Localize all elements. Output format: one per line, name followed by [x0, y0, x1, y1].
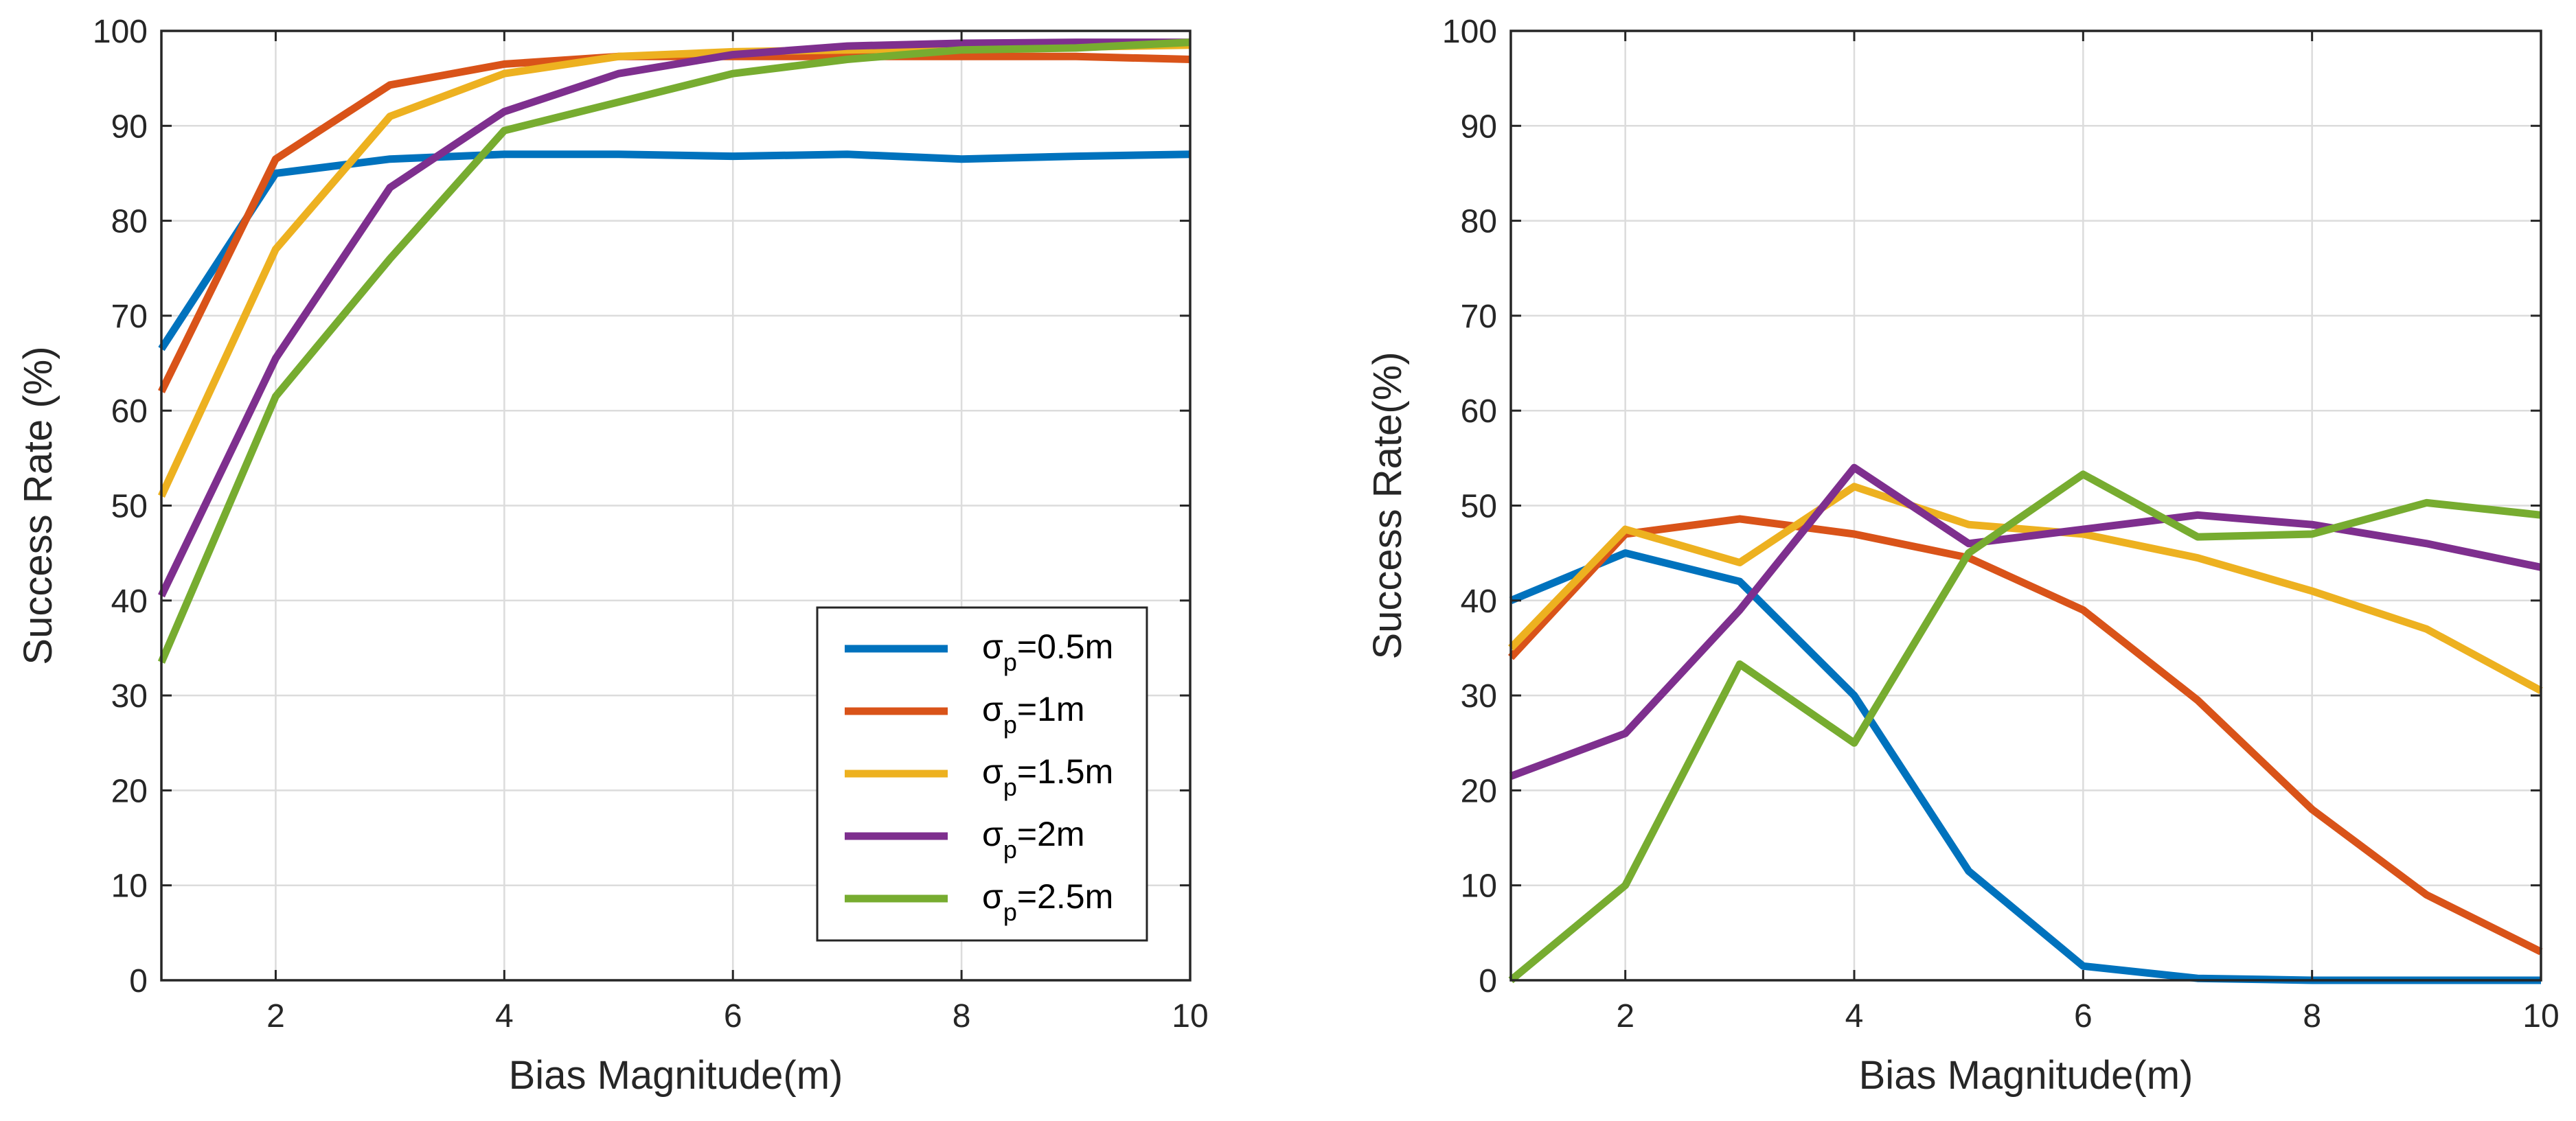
right-series-line-1 — [1507, 515, 2543, 956]
left-ytick-label-0: 0 — [129, 963, 148, 999]
right-x-axis-label: Bias Magnitude(m) — [1859, 1053, 2193, 1098]
left-series-line-4 — [157, 38, 1191, 664]
right-xtick-label-3: 8 — [2303, 998, 2321, 1035]
left-ytick-label-3: 30 — [111, 678, 148, 715]
right-xtick-label-2: 6 — [2074, 998, 2093, 1035]
left-ytick-label-8: 80 — [111, 204, 148, 240]
right-ytick-label-2: 20 — [1461, 773, 1497, 809]
right-y-axis-label: Success Rate(%) — [1365, 351, 1410, 659]
right-ytick-label-9: 90 — [1461, 108, 1497, 145]
left-ytick-label-5: 50 — [111, 489, 148, 525]
left-xtick-label-3: 8 — [953, 998, 971, 1035]
legend-label-1: σp=1m — [982, 690, 1085, 739]
right-xtick-label-0: 2 — [1616, 998, 1634, 1035]
right-series-line-3 — [1509, 463, 2542, 780]
left-ytick-label-7: 70 — [111, 299, 148, 335]
left-x-axis-label: Bias Magnitude(m) — [509, 1053, 843, 1098]
right-series-line-2 — [1508, 483, 2543, 695]
left-xtick-label-0: 2 — [266, 998, 285, 1035]
left-xtick-label-4: 10 — [1172, 998, 1208, 1035]
right-ytick-label-5: 50 — [1461, 489, 1497, 525]
left-series-line-3 — [158, 38, 1190, 598]
right-ytick-label-1: 10 — [1461, 868, 1497, 905]
legend: σp=0.5m σp=1m σp=1.5m σp=2m σp=2.5m — [816, 606, 1148, 942]
left-xtick-label-2: 6 — [724, 998, 742, 1035]
legend-label-4: σp=2.5m — [982, 877, 1113, 926]
legend-label-0: σp=0.5m — [982, 627, 1113, 676]
right-ytick-label-6: 60 — [1461, 393, 1497, 430]
left-series-line-0 — [158, 150, 1191, 351]
left-ytick-label-1: 10 — [111, 868, 148, 905]
left-y-axis-label: Success Rate (%) — [16, 346, 60, 664]
right-xtick-label-1: 4 — [1845, 998, 1864, 1035]
right-xtick-label-4: 10 — [2522, 998, 2559, 1035]
right-ytick-label-0: 0 — [1479, 963, 1497, 999]
legend-label-2: σp=1.5m — [982, 752, 1113, 801]
left-xtick-label-1: 4 — [495, 998, 514, 1035]
left-ytick-label-2: 20 — [111, 773, 148, 809]
left-ytick-label-9: 90 — [111, 108, 148, 145]
right-ytick-label-7: 70 — [1461, 299, 1497, 335]
left-ytick-label-4: 40 — [111, 583, 148, 620]
left-ytick-label-10: 100 — [93, 14, 148, 50]
left-ytick-label-6: 60 — [111, 393, 148, 430]
right-ytick-label-3: 30 — [1461, 678, 1497, 715]
right-ytick-label-4: 40 — [1461, 583, 1497, 620]
legend-label-3: σp=2m — [982, 815, 1085, 864]
right-series-line-4 — [1508, 470, 2542, 984]
chart-left-panel: 0 10 20 30 40 50 60 70 80 90 100 2 4 6 8 10 Bias Magnitu… — [16, 14, 1209, 1098]
right-ytick-label-8: 80 — [1461, 204, 1497, 240]
chart-right-panel: 0 10 20 30 40 50 60 70 80 90 100 2 4 6 8 10 Bias Magnitu… — [1365, 14, 2560, 1098]
right-ytick-label-10: 100 — [1442, 14, 1497, 50]
